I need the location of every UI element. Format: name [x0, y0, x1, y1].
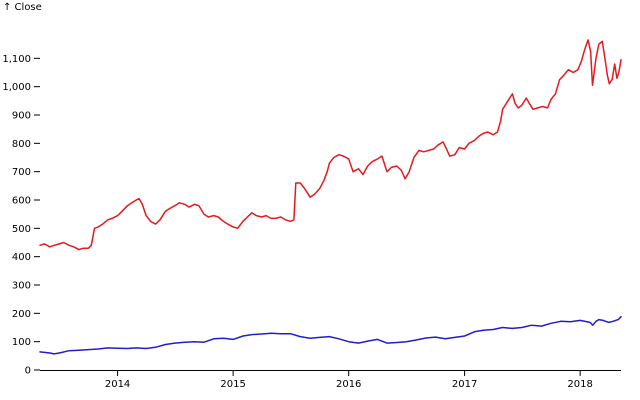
y-axis-title: ↑ Close	[3, 2, 42, 13]
y-axis: 0 100 200 300 400 500 600 700 800 900 1,000 1,100	[2, 54, 40, 377]
x-axis: 2014 2015 2016 2017 2018	[40, 370, 621, 390]
x-tick-label: 2018	[567, 379, 592, 390]
x-tick-label: 2014	[105, 379, 130, 390]
y-tick-label: 100	[12, 337, 31, 348]
y-tick-label: 500	[12, 224, 31, 235]
y-tick-label: 0	[25, 366, 31, 377]
series-layer	[39, 39, 622, 355]
y-tick-label: 1,100	[2, 54, 31, 65]
x-tick-label: 2016	[336, 379, 361, 390]
series-line-1	[39, 39, 622, 251]
y-tick-label: 600	[12, 196, 31, 207]
series-line-2	[39, 315, 622, 355]
x-tick-label: 2015	[220, 379, 245, 390]
y-tick-label: 900	[12, 111, 31, 122]
y-tick-label: 800	[12, 139, 31, 150]
y-tick-label: 700	[12, 167, 31, 178]
y-tick-label: 300	[12, 281, 31, 292]
y-tick-label: 400	[12, 252, 31, 263]
x-tick-label: 2017	[452, 379, 477, 390]
y-tick-label: 200	[12, 309, 31, 320]
y-tick-label: 1,000	[2, 82, 31, 93]
